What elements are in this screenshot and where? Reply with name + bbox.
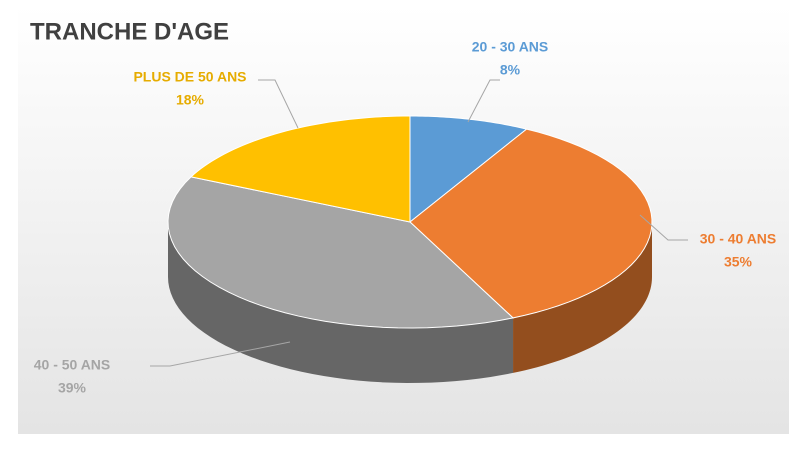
- category-label: 30 - 40 ANS: [700, 231, 777, 247]
- leader-line: [467, 79, 500, 123]
- value-label: 8%: [500, 62, 521, 78]
- leader-line: [150, 341, 291, 367]
- slice-side: [168, 222, 514, 383]
- leader-line: [258, 79, 299, 129]
- leader-line: [639, 214, 688, 241]
- value-label: 39%: [58, 380, 87, 396]
- slice-side: [513, 222, 652, 373]
- category-label: 20 - 30 ANS: [472, 39, 549, 55]
- slice: [409, 115, 528, 224]
- category-label: 40 - 50 ANS: [34, 357, 111, 373]
- value-label: 35%: [724, 254, 753, 270]
- value-label: 18%: [176, 92, 205, 108]
- slice: [189, 115, 411, 223]
- slice: [167, 176, 515, 329]
- chart-title: TRANCHE D'AGE: [30, 18, 229, 45]
- category-label: PLUS DE 50 ANS: [133, 69, 246, 85]
